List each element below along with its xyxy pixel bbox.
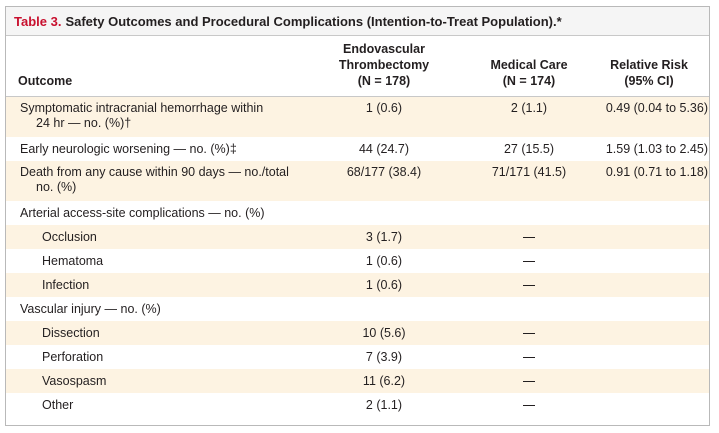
table-row-section: Vascular injury — no. (%) — [6, 297, 709, 321]
row-endovascular: 1 (0.6) — [365, 101, 403, 115]
header-endovascular-n: (N = 178) — [357, 74, 411, 88]
table-row: Vasospasm 11 (6.2) — [6, 369, 709, 393]
row-medical — [464, 326, 594, 341]
row-endovascular: 3 (1.7) — [365, 230, 403, 244]
header-medical-line1: Medical Care — [490, 58, 568, 72]
header-endovascular-line2: Thrombectomy — [338, 58, 430, 72]
table-title-bar: Table 3. Safety Outcomes and Procedural … — [6, 7, 709, 36]
table-row: Hematoma 1 (0.6) — [6, 249, 709, 273]
row-outcome: Occlusion — [42, 230, 97, 244]
row-medical: 2 (1.1) — [510, 101, 548, 115]
row-outcome: Early neurologic worsening — no. (%)‡ — [20, 142, 237, 156]
row-medical: 71/171 (41.5) — [491, 165, 567, 179]
header-rr-ci: (95% CI) — [624, 74, 674, 88]
table-frame: Table 3. Safety Outcomes and Procedural … — [5, 6, 710, 426]
dash-mark — [523, 381, 535, 383]
row-medical — [464, 374, 594, 389]
row-outcome: Symptomatic intracranial hemorrhage with… — [20, 101, 263, 131]
row-outcome-line2: no. (%) — [36, 180, 77, 194]
row-relative-risk: 0.91 (0.71 to 1.18) — [605, 165, 708, 179]
row-outcome: Infection — [42, 278, 90, 292]
row-outcome-line1: Symptomatic intracranial hemorrhage with… — [20, 101, 264, 115]
dash-mark — [523, 261, 535, 263]
dash-mark — [523, 357, 535, 359]
table-row: Other 2 (1.1) — [6, 393, 709, 417]
table-header: Outcome Endovascular Thrombectomy (N = 1… — [6, 36, 709, 97]
row-outcome: Vasospasm — [42, 374, 107, 388]
row-endovascular: 10 (5.6) — [362, 326, 406, 340]
row-outcome: Dissection — [42, 326, 100, 340]
row-endovascular: 68/177 (38.4) — [346, 165, 422, 179]
row-outcome-line2: 24 hr — no. (%)† — [36, 116, 132, 130]
header-rr-line1: Relative Risk — [610, 58, 688, 72]
row-outcome: Death from any cause within 90 days — no… — [20, 165, 289, 195]
row-medical — [464, 350, 594, 365]
row-relative-risk: 1.59 (1.03 to 2.45) — [605, 142, 708, 156]
header-endovascular: Endovascular Thrombectomy (N = 178) — [298, 41, 470, 89]
row-endovascular: 1 (0.6) — [365, 278, 403, 292]
row-outcome: Other — [42, 398, 74, 412]
table-title: Safety Outcomes and Procedural Complicat… — [65, 13, 562, 29]
table-row: Symptomatic intracranial hemorrhage with… — [6, 97, 709, 137]
table-row: Early neurologic worsening — no. (%)‡ 44… — [6, 137, 709, 161]
header-relative-risk: Relative Risk (95% CI) — [586, 57, 712, 89]
header-outcome: Outcome — [18, 74, 73, 88]
row-medical — [464, 278, 594, 293]
header-medical-care: Medical Care (N = 174) — [464, 57, 594, 89]
row-endovascular: 7 (3.9) — [365, 350, 403, 364]
dash-mark — [523, 237, 535, 239]
dash-mark — [523, 333, 535, 335]
row-medical — [464, 230, 594, 245]
row-medical — [464, 398, 594, 413]
header-endovascular-line1: Endovascular — [343, 42, 425, 56]
table: Outcome Endovascular Thrombectomy (N = 1… — [6, 36, 709, 417]
dash-mark — [523, 285, 535, 287]
row-endovascular: 1 (0.6) — [365, 254, 403, 268]
table-row: Death from any cause within 90 days — no… — [6, 161, 709, 201]
dash-mark — [523, 405, 535, 407]
section-label: Arterial access-site complications — no.… — [20, 206, 265, 220]
table-row: Dissection 10 (5.6) — [6, 321, 709, 345]
row-outcome: Perforation — [42, 350, 104, 364]
header-medical-n: (N = 174) — [502, 74, 556, 88]
section-label: Vascular injury — no. (%) — [20, 302, 161, 316]
table-label: Table 3. — [14, 13, 62, 29]
row-endovascular: 44 (24.7) — [358, 142, 410, 156]
table-row-section: Arterial access-site complications — no.… — [6, 201, 709, 225]
table-row: Occlusion 3 (1.7) — [6, 225, 709, 249]
table-row: Infection 1 (0.6) — [6, 273, 709, 297]
row-relative-risk: 0.49 (0.04 to 5.36) — [605, 101, 708, 115]
row-medical — [464, 254, 594, 269]
row-endovascular: 11 (6.2) — [362, 374, 406, 388]
row-medical: 27 (15.5) — [503, 142, 555, 156]
row-endovascular: 2 (1.1) — [365, 398, 403, 412]
table-row: Perforation 7 (3.9) — [6, 345, 709, 369]
row-outcome-line1: Death from any cause within 90 days — no… — [20, 165, 289, 179]
row-outcome: Hematoma — [42, 254, 104, 268]
